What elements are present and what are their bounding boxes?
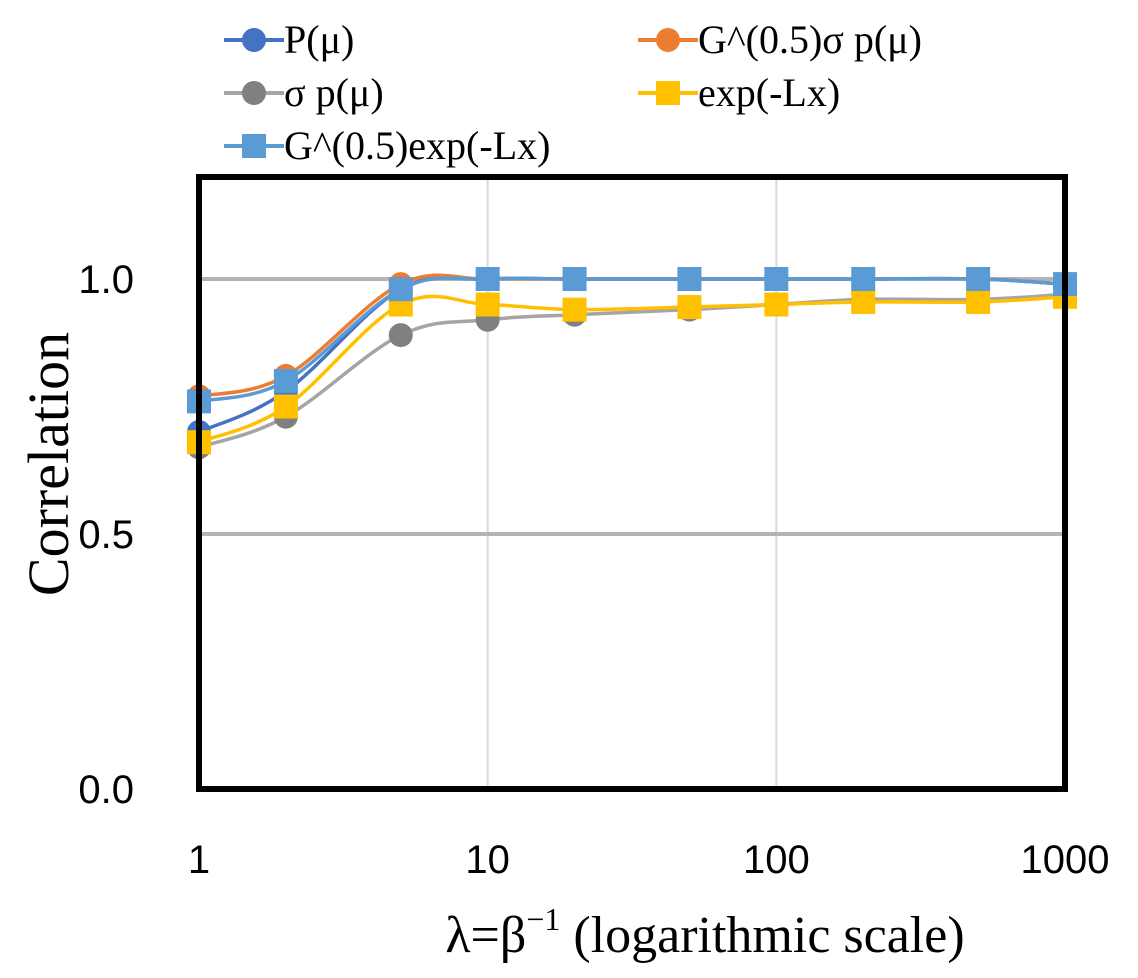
- legend-entry-1: G^(0.5)σ p(μ): [638, 17, 922, 62]
- x-axis-title-superscript: −1: [526, 901, 560, 937]
- series-points-1: [187, 267, 1077, 409]
- series-line-4: [198, 276, 1066, 404]
- data-point-3-4: [562, 297, 587, 322]
- legend-label-4: G^(0.5)exp(-Lx): [284, 123, 550, 168]
- data-point-3-6: [764, 292, 789, 317]
- data-point-3-5: [677, 295, 702, 320]
- data-point-4-2: [388, 277, 413, 302]
- data-point-4-1: [273, 369, 298, 393]
- legend-entry-2: σ p(μ): [224, 70, 384, 115]
- series-line-2: [198, 292, 1066, 449]
- y-tick-labels: 0.0 0.5 1.0: [78, 258, 134, 812]
- x-tick-label-2: 100: [743, 838, 810, 882]
- legend-marker-3: [656, 81, 680, 105]
- data-point-4-4: [562, 267, 587, 291]
- data-point-4-7: [851, 267, 876, 291]
- legend-label-2: σ p(μ): [284, 70, 384, 115]
- legend: P(μ) G^(0.5)σ p(μ) σ p(μ) exp(-Lx) G^(0.5)ex…: [224, 17, 922, 168]
- data-point-4-6: [764, 267, 789, 291]
- legend-entry-0: P(μ): [224, 17, 354, 62]
- legend-label-0: P(μ): [284, 17, 354, 62]
- x-axis-title-rest: (logarithmic scale): [560, 907, 964, 964]
- data-point-4-5: [677, 267, 702, 291]
- data-point-2-2: [388, 323, 413, 348]
- gridlines: [199, 177, 1065, 789]
- x-tick-labels: 1 10 100 1000: [188, 838, 1110, 882]
- legend-marker-2: [242, 81, 266, 105]
- y-tick-label-2: 1.0: [78, 258, 134, 302]
- data-point-3-7: [851, 289, 876, 314]
- y-tick-label-0: 0.0: [78, 768, 134, 812]
- legend-label-3: exp(-Lx): [698, 70, 840, 115]
- x-axis-title: λ=β−1 (logarithmic scale): [445, 901, 964, 964]
- legend-entry-3: exp(-Lx): [638, 70, 840, 115]
- x-tick-label-0: 1: [188, 838, 210, 882]
- x-tick-label-3: 1000: [1021, 838, 1110, 882]
- x-axis-title-main: λ=β: [445, 907, 526, 964]
- legend-marker-1: [656, 28, 680, 52]
- legend-entry-4: G^(0.5)exp(-Lx): [224, 123, 550, 168]
- series-line-1: [198, 273, 1066, 399]
- data-point-4-8: [966, 267, 991, 291]
- series-line-3: [198, 294, 1066, 444]
- y-axis-title: Correlation: [16, 332, 81, 596]
- data-point-3-3: [475, 292, 500, 317]
- y-tick-label-1: 0.5: [78, 513, 134, 557]
- legend-marker-0: [242, 28, 266, 52]
- data-point-3-8: [966, 289, 991, 314]
- data-point-3-1: [273, 394, 298, 419]
- plot-frame: [196, 174, 1068, 792]
- data-point-4-3: [475, 267, 500, 291]
- series-points-4: [187, 267, 1077, 414]
- legend-label-1: G^(0.5)σ p(μ): [698, 17, 922, 62]
- series-lines: [198, 273, 1066, 449]
- legend-marker-4: [242, 134, 266, 158]
- x-tick-label-1: 10: [465, 838, 510, 882]
